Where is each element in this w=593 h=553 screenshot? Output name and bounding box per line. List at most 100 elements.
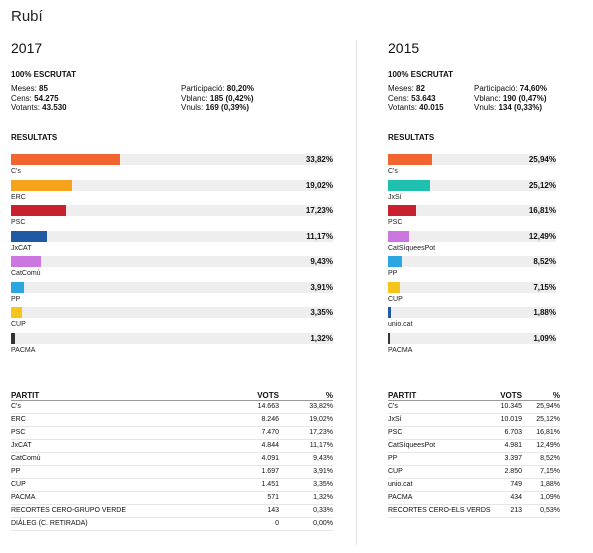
results-table: PARTIT VOTS% C's 10.345 25,94% JxSí 10.019 25,1… <box>388 391 560 518</box>
cell-pct: 17,23% <box>309 429 333 436</box>
stat-line: Vnuls: 134 (0,33%) <box>474 103 547 113</box>
cell-party: RECORTES CERO-GRUPO VERDE <box>11 507 126 514</box>
bar <box>388 256 403 267</box>
header-pct: % <box>325 391 333 400</box>
bar-track <box>388 281 556 293</box>
cell-pct: 3,35% <box>313 481 333 488</box>
bar-value-label: 1,32% <box>310 333 333 343</box>
cell-party: RECORTES CERO-ELS VERDS <box>388 507 491 514</box>
cell-party: C's <box>388 403 398 410</box>
bar-value-label: 25,12% <box>528 180 556 190</box>
bar-value-label: 1,88% <box>533 308 556 317</box>
stat-line: Participació: 74,60% <box>474 84 547 94</box>
cell-pct: 11,17% <box>309 442 333 449</box>
cell-party: PP <box>388 455 398 462</box>
stat-line: Vblanc: 185 (0,42%) <box>181 94 254 104</box>
cell-pct: 19,02% <box>309 416 333 423</box>
bar-value-label: 9,43% <box>310 257 333 266</box>
table-row: C's 14.663 33,82% <box>11 401 333 414</box>
scrutat-label: 100% ESCRUTAT <box>11 70 77 79</box>
bar <box>388 179 431 191</box>
cell-pct: 25,94% <box>536 403 560 410</box>
cell-votes: 434 <box>510 494 522 501</box>
stat-label: Participació: <box>474 84 520 93</box>
bar <box>388 205 417 216</box>
table-row: PACMA 434 1,09% <box>388 492 560 505</box>
cell-party: CatComú <box>11 455 41 462</box>
bar-track <box>388 154 556 165</box>
bar-track <box>11 256 333 267</box>
cell-party: CUP <box>11 481 26 488</box>
bar-category-label: PP <box>11 295 21 303</box>
bar <box>388 281 400 293</box>
bar-category-label: PSC <box>11 219 26 226</box>
bar-value-label: 17,23% <box>305 206 333 215</box>
cell-party: PACMA <box>388 494 413 501</box>
cell-votes: 571 <box>267 494 279 501</box>
stat-label: Meses: <box>388 84 417 93</box>
bar <box>11 154 120 165</box>
stat-value: 134 (0,33%) <box>498 103 543 112</box>
results-2015: 2015 100% ESCRUTAT Meses: 82 Cens: 53.643 Vo… <box>388 40 563 518</box>
cell-party: PSC <box>11 429 26 436</box>
cell-votes: 1.697 <box>261 468 279 475</box>
results-title: RESULTATS <box>11 133 58 142</box>
cell-votes: 3.397 <box>504 455 522 462</box>
bar-track <box>11 179 333 191</box>
cell-votes: 14.663 <box>257 403 279 410</box>
bar-track <box>388 205 556 216</box>
bar-value-label: 25,94% <box>528 155 556 164</box>
bar-category-label: C's <box>388 168 398 175</box>
cell-party: ERC <box>11 416 26 423</box>
bar-category-label: PSC <box>388 219 403 226</box>
bar <box>388 154 432 165</box>
cell-pct: 8,52% <box>540 455 560 462</box>
bar-track <box>388 332 556 344</box>
bar <box>388 307 392 318</box>
cell-votes: 7.470 <box>261 429 279 436</box>
table-row: JxSí 10.019 25,12% <box>388 414 560 427</box>
bar-value-label: 19,02% <box>305 180 333 190</box>
bar-category-label: CatComú <box>11 270 41 277</box>
cell-votes: 4.844 <box>261 442 279 449</box>
cell-party: CatSíqueesPot <box>388 442 436 449</box>
stat-label: Votants: <box>11 103 43 112</box>
cell-party: PSC <box>388 429 403 436</box>
cell-pct: 25,12% <box>536 416 560 423</box>
cell-party: C's <box>11 403 21 410</box>
stat-line: Vnuls: 169 (0,39%) <box>181 103 254 113</box>
stat-label: Vnuls: <box>474 103 499 112</box>
stat-label: Votants: <box>388 103 420 112</box>
year-heading: 2015 <box>388 40 420 56</box>
stats-left: Meses: 85 Cens: 54.275 Votants: 43.530 <box>11 84 67 113</box>
bar-track <box>388 256 556 267</box>
stat-value: 54.275 <box>34 93 59 103</box>
bar-category-label: CatSíqueesPot <box>388 244 436 252</box>
cell-pct: 3,91% <box>313 468 333 475</box>
table-row: CUP 1.451 3,35% <box>11 479 333 492</box>
cell-pct: 0,53% <box>540 507 560 514</box>
cell-party: PACMA <box>11 494 36 501</box>
cell-pct: 12,49% <box>536 442 560 449</box>
table-row: unio.cat 749 1,88% <box>388 479 560 492</box>
bar-track <box>11 332 333 344</box>
bar-category-label: PACMA <box>388 346 413 354</box>
cell-pct: 7,15% <box>540 468 560 475</box>
bar-category-label: CUP <box>388 295 403 303</box>
stat-line: Participació: 80,20% <box>181 84 254 94</box>
bar-value-label: 12,49% <box>528 231 556 241</box>
bar <box>11 332 16 344</box>
cell-votes: 1.451 <box>261 481 279 488</box>
stats-right: Participació: 80,20% Vblanc: 185 (0,42%) V… <box>181 84 254 113</box>
cell-votes: 749 <box>510 481 522 488</box>
stat-label: Vnuls: <box>181 103 206 112</box>
cell-votes: 4.091 <box>261 455 279 462</box>
cell-party: JxCAT <box>11 442 32 449</box>
cell-pct: 1,88% <box>540 481 560 488</box>
city-title: Rubí <box>11 8 43 25</box>
stat-line: Meses: 82 <box>388 84 444 94</box>
bar <box>388 230 409 242</box>
stat-value: 190 (0,47%) <box>502 93 547 103</box>
cell-votes: 10.345 <box>500 403 522 410</box>
cell-party: PP <box>11 468 21 475</box>
